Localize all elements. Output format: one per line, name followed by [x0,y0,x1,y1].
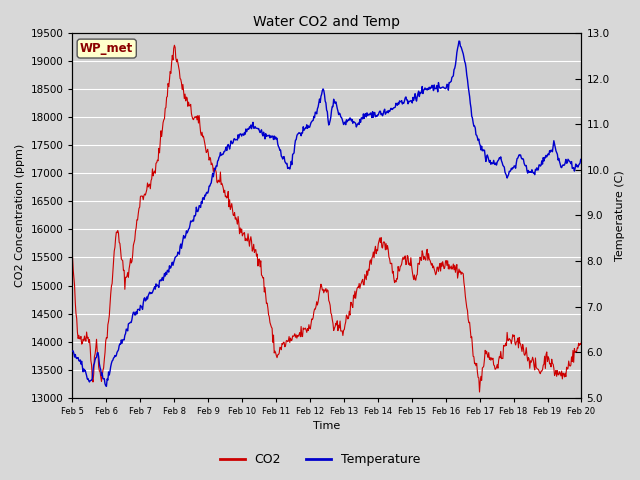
X-axis label: Time: Time [314,421,340,432]
Text: WP_met: WP_met [80,42,133,55]
Legend: CO2, Temperature: CO2, Temperature [214,448,426,471]
Title: Water CO2 and Temp: Water CO2 and Temp [253,15,401,29]
Y-axis label: Temperature (C): Temperature (C) [615,170,625,261]
Y-axis label: CO2 Concentration (ppm): CO2 Concentration (ppm) [15,144,25,287]
